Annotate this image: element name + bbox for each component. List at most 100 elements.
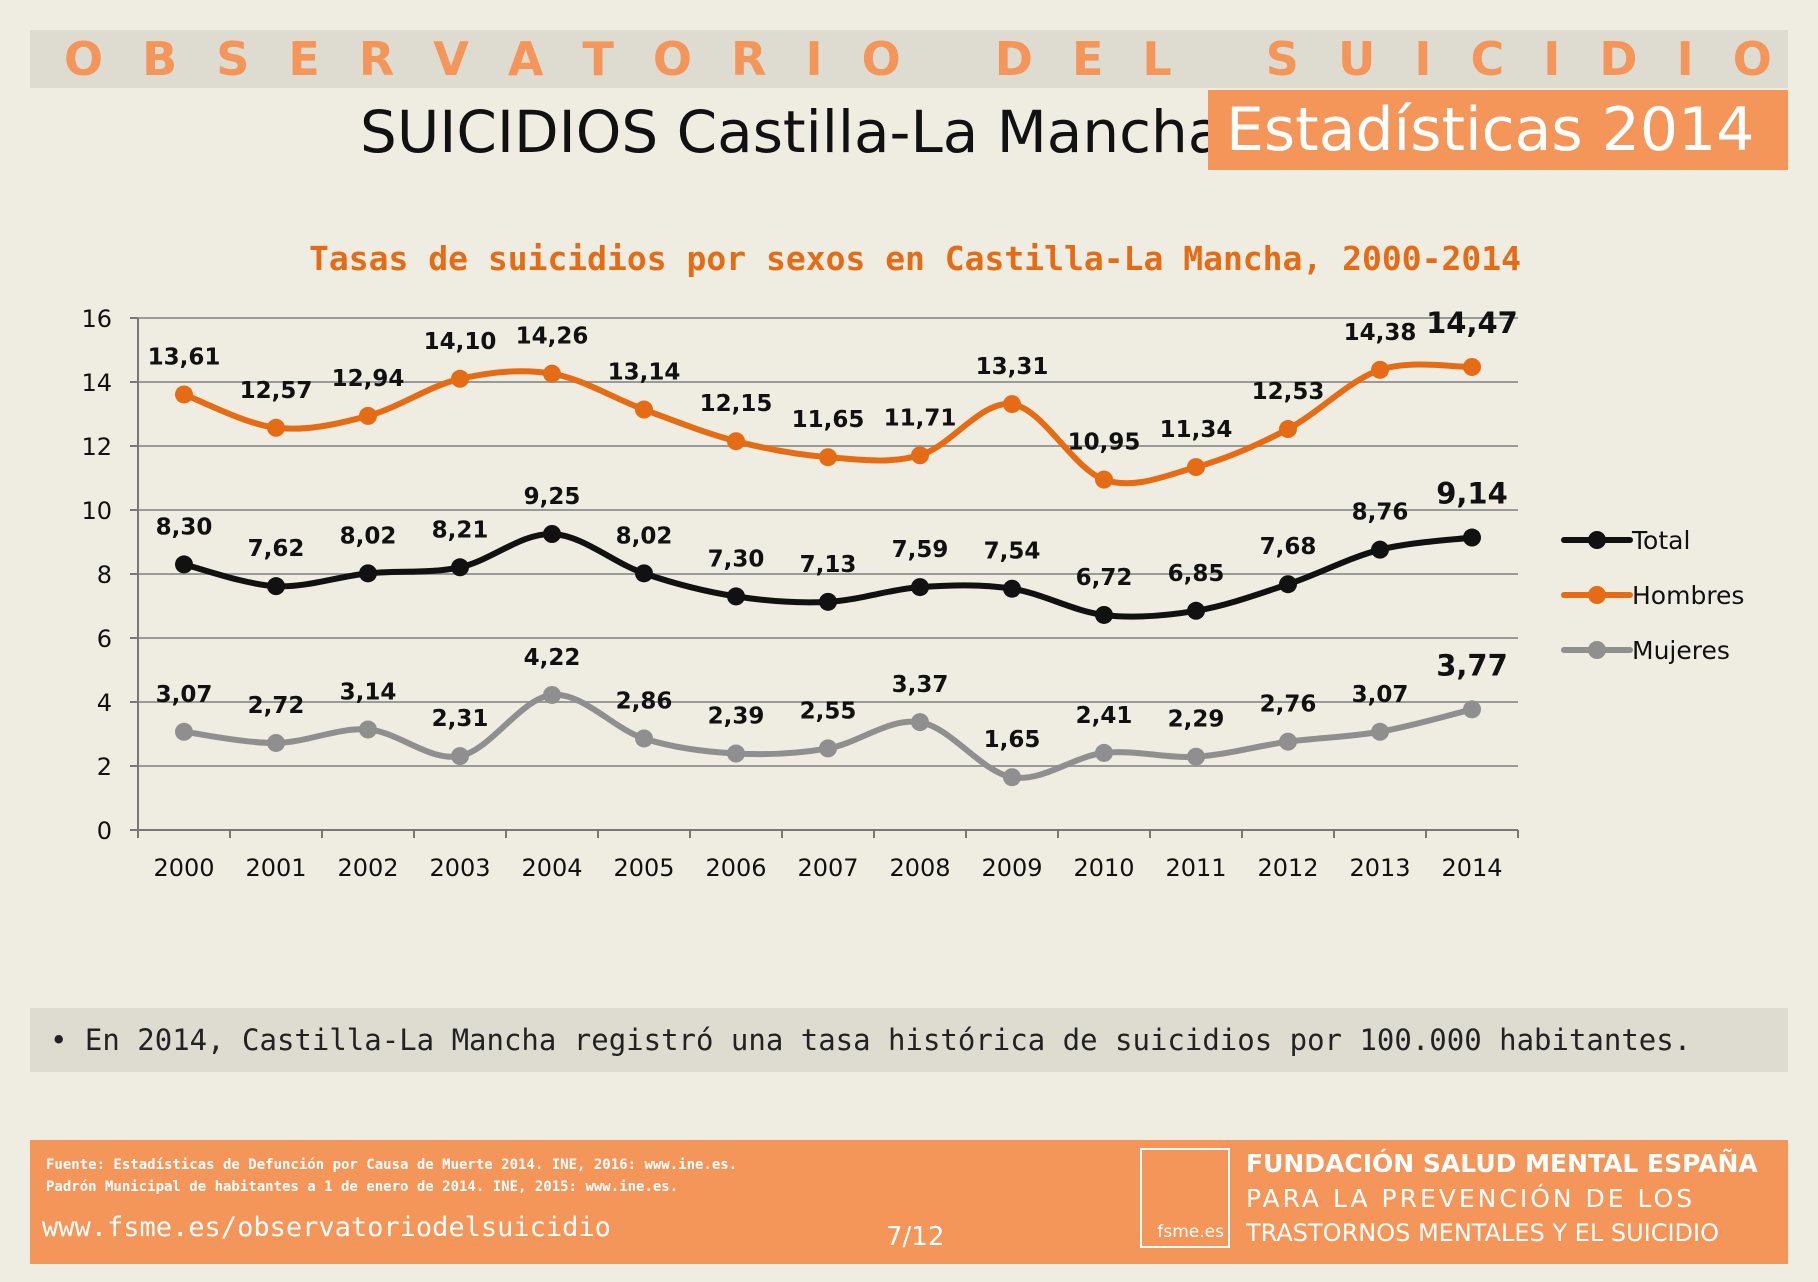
page-number: 7/12 <box>886 1222 945 1252</box>
source-line-2: Padrón Municipal de habitantes a 1 de en… <box>46 1179 679 1195</box>
data-label-total: 6,72 <box>1076 565 1133 591</box>
data-point-mujeres <box>175 722 193 741</box>
data-point-total <box>727 587 745 606</box>
data-point-hombres <box>1003 395 1021 414</box>
banner-letter: B <box>142 32 178 86</box>
data-label-hombres: 14,26 <box>516 324 589 350</box>
data-point-total <box>175 555 193 574</box>
x-tick-label: 2007 <box>797 854 858 882</box>
data-point-mujeres <box>635 729 653 748</box>
data-label-hombres: 13,14 <box>608 360 681 386</box>
data-label-total: 7,13 <box>800 552 857 578</box>
data-point-total <box>359 564 377 583</box>
data-point-mujeres <box>267 733 285 752</box>
source-line-1: Fuente: Estadísticas de Defunción por Ca… <box>46 1157 738 1173</box>
banner-letter: I <box>805 32 823 86</box>
data-point-total <box>819 592 837 611</box>
data-point-hombres <box>359 406 377 425</box>
data-label-hombres: 11,71 <box>884 405 957 431</box>
line-chart: Tasas de suicidios por sexos en Castilla… <box>81 239 1744 882</box>
legend-label-total: Total <box>1631 526 1690 555</box>
data-point-mujeres <box>1371 722 1389 741</box>
x-tick-label: 2008 <box>889 854 950 882</box>
data-point-hombres <box>819 448 837 467</box>
legend-label-mujeres: Mujeres <box>1632 636 1730 665</box>
data-label-total: 9,14 <box>1436 477 1508 511</box>
data-label-mujeres: 1,65 <box>984 727 1041 753</box>
data-point-total <box>1371 540 1389 559</box>
data-point-total <box>1003 579 1021 598</box>
data-label-hombres: 11,65 <box>792 407 865 433</box>
data-label-total: 8,02 <box>616 523 673 549</box>
x-tick-label: 2013 <box>1349 854 1410 882</box>
data-label-total: 6,85 <box>1168 561 1225 587</box>
banner-letter: C <box>1470 32 1505 86</box>
banner-letter: L <box>1142 32 1172 86</box>
data-point-hombres <box>1463 357 1481 376</box>
data-label-mujeres: 3,77 <box>1436 648 1508 682</box>
y-tick-label: 6 <box>97 625 112 653</box>
organization-name: FUNDACIÓN SALUD MENTAL ESPAÑA PARA LA PR… <box>1246 1146 1776 1250</box>
data-point-hombres <box>635 400 653 419</box>
banner-letter: S <box>1265 32 1299 86</box>
x-tick-label: 2000 <box>153 854 214 882</box>
x-tick-label: 2010 <box>1073 854 1134 882</box>
data-point-total <box>1095 605 1113 624</box>
chart-title: Tasas de suicidios por sexos en Castilla… <box>309 239 1521 278</box>
banner-letter: I <box>1414 32 1432 86</box>
data-label-mujeres: 2,76 <box>1260 692 1317 718</box>
data-point-mujeres <box>451 747 469 766</box>
x-tick-label: 2003 <box>429 854 490 882</box>
x-tick-label: 2012 <box>1257 854 1318 882</box>
stats-badge: Estadísticas 2014 <box>1208 90 1788 170</box>
data-label-mujeres: 2,72 <box>248 693 305 719</box>
data-label-hombres: 13,31 <box>976 354 1049 380</box>
data-label-hombres: 14,38 <box>1344 320 1417 346</box>
banner-letter: V <box>433 32 469 86</box>
legend-label-hombres: Hombres <box>1632 581 1744 610</box>
y-tick-label: 0 <box>97 817 112 845</box>
data-label-total: 7,62 <box>248 536 305 562</box>
data-point-mujeres <box>359 720 377 739</box>
data-point-mujeres <box>1095 743 1113 762</box>
banner-letter: I <box>1676 32 1694 86</box>
y-tick-label: 14 <box>81 369 112 397</box>
website-link[interactable]: www.fsme.es/observatoriodelsuicidio <box>42 1212 611 1243</box>
banner-letter: O <box>652 32 693 86</box>
banner-letter: D <box>1599 32 1638 86</box>
data-label-total: 8,21 <box>432 517 489 543</box>
data-point-total <box>1279 575 1297 594</box>
data-point-mujeres <box>1187 747 1205 766</box>
footer: Fuente: Estadísticas de Defunción por Ca… <box>30 1140 1788 1264</box>
data-label-hombres: 11,34 <box>1160 417 1233 443</box>
data-label-total: 7,54 <box>984 539 1041 565</box>
data-point-mujeres <box>911 713 929 732</box>
data-point-total <box>911 578 929 597</box>
data-label-mujeres: 2,55 <box>800 698 857 724</box>
data-point-total <box>1463 528 1481 547</box>
data-label-mujeres: 2,41 <box>1076 703 1133 729</box>
data-label-mujeres: 4,22 <box>524 645 581 671</box>
y-tick-label: 2 <box>97 753 112 781</box>
data-label-hombres: 14,10 <box>424 329 497 355</box>
legend-marker-total <box>1588 531 1606 549</box>
data-point-mujeres <box>1279 732 1297 751</box>
x-tick-label: 2005 <box>613 854 674 882</box>
data-label-hombres: 14,47 <box>1426 306 1518 340</box>
data-label-total: 9,25 <box>524 484 581 510</box>
data-label-total: 7,59 <box>892 537 949 563</box>
page-title: SUICIDIOS Castilla-La Mancha <box>360 98 1224 166</box>
banner-letter: R <box>358 32 395 86</box>
data-label-mujeres: 3,37 <box>892 672 949 698</box>
data-label-hombres: 12,15 <box>700 391 773 417</box>
banner-letter: T <box>582 32 614 86</box>
y-tick-label: 12 <box>81 433 112 461</box>
x-tick-label: 2001 <box>245 854 306 882</box>
data-label-mujeres: 2,39 <box>708 704 765 730</box>
x-tick-label: 2002 <box>337 854 398 882</box>
data-point-hombres <box>1095 470 1113 489</box>
data-label-hombres: 10,95 <box>1068 430 1141 456</box>
x-tick-label: 2014 <box>1441 854 1502 882</box>
data-label-mujeres: 2,29 <box>1168 707 1225 733</box>
